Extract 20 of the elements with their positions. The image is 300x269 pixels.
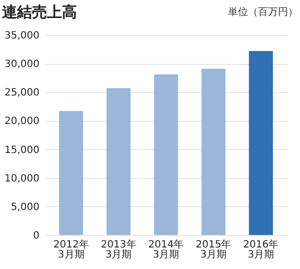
chart-title: 連結売上高 xyxy=(2,3,77,22)
x-tick-label: 2014年 3月期 xyxy=(148,238,184,260)
y-tick-label: 30,000 xyxy=(4,59,40,70)
x-tick-label: 2013年 3月期 xyxy=(100,238,136,260)
bar xyxy=(248,51,273,235)
bar xyxy=(59,111,84,235)
y-tick-label: 0 xyxy=(33,230,40,242)
text: 単位（百万円） xyxy=(228,6,298,20)
y-tick-label: 35,000 xyxy=(4,30,40,42)
x-tick-label: 2012年 3月期 xyxy=(53,238,89,260)
y-tick-label: 5,000 xyxy=(10,202,40,213)
bar xyxy=(106,88,131,235)
bar xyxy=(154,74,178,235)
bar xyxy=(201,68,226,235)
y-tick-label: 20,000 xyxy=(4,116,40,128)
y-tick-label: 25,000 xyxy=(4,88,40,99)
y-tick-label: 15,000 xyxy=(4,144,40,156)
x-tick-label: 2016年 3月期 xyxy=(243,238,279,260)
y-tick-label: 10,000 xyxy=(4,173,40,184)
x-tick-label: 2015年 3月期 xyxy=(196,238,232,260)
